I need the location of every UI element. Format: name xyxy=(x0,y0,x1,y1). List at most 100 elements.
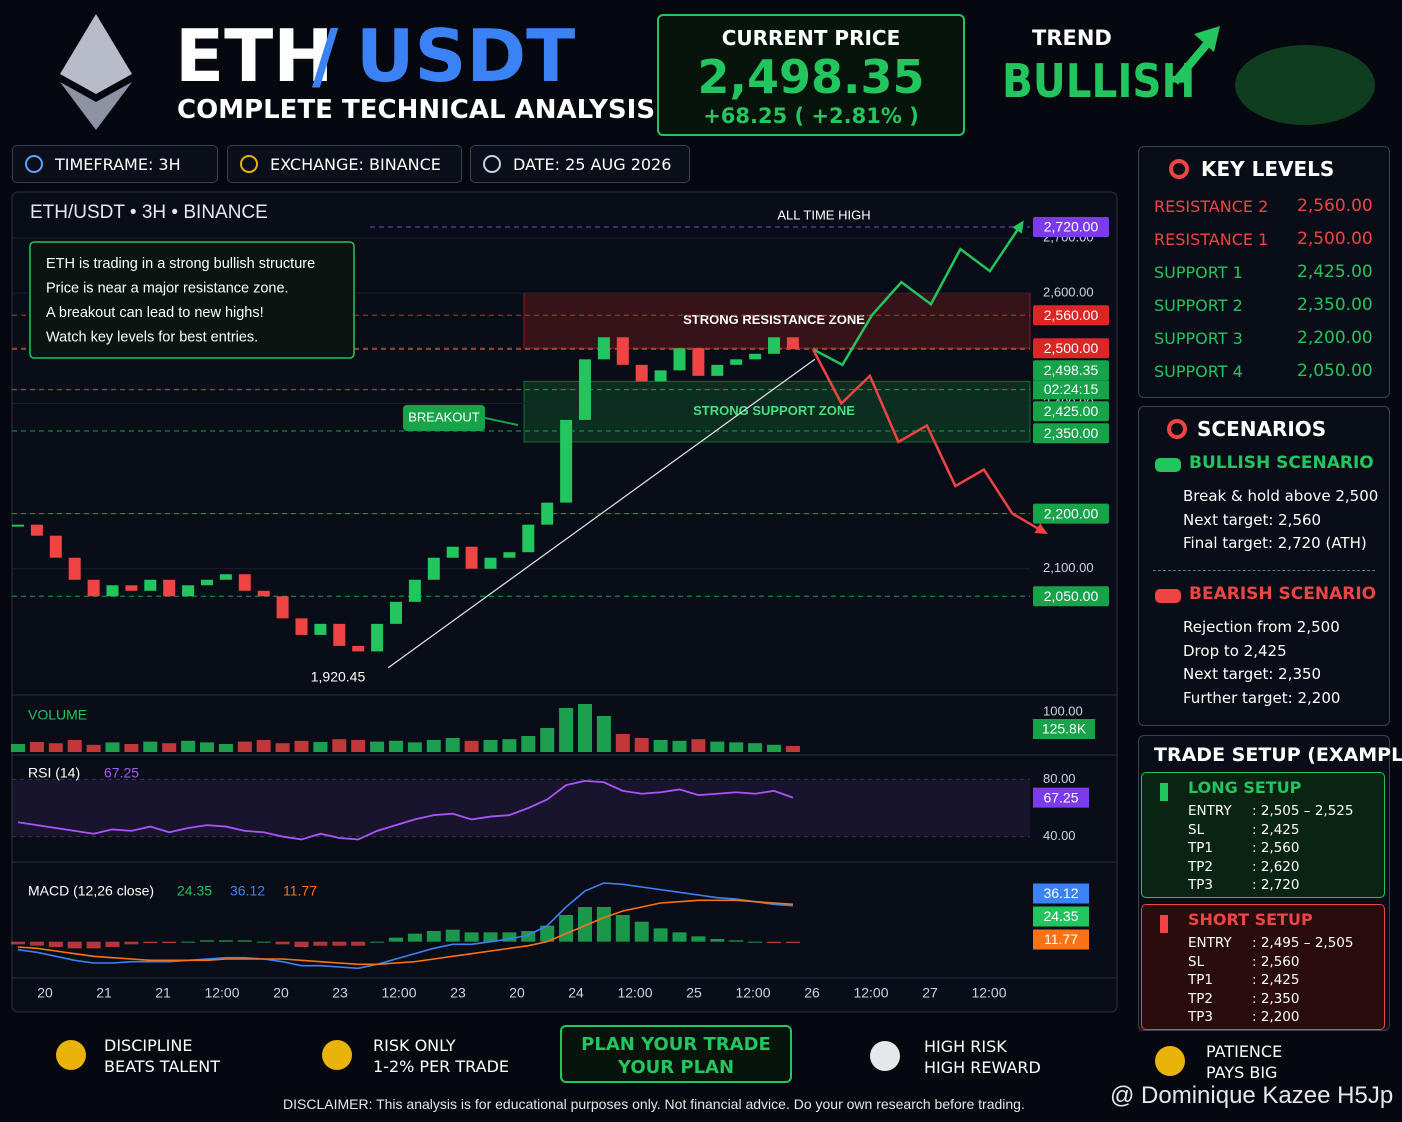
volume-bar xyxy=(521,736,536,752)
macd-histogram xyxy=(275,941,290,945)
setup-value: : 2,350 xyxy=(1252,990,1300,1007)
macd-histogram xyxy=(407,933,422,942)
volume-bar xyxy=(237,741,252,752)
setup-key: SL xyxy=(1188,821,1205,838)
macd-histogram xyxy=(596,907,611,942)
x-tick-label: 23 xyxy=(332,985,348,1001)
level-name: RESISTANCE 1 xyxy=(1154,230,1269,249)
macd-histogram xyxy=(426,931,441,942)
trend-arrow xyxy=(1171,35,1216,85)
macd-box-label: 24.35 xyxy=(1043,908,1078,924)
volume-box xyxy=(1033,719,1095,739)
chart-title: ETH/USDT • 3H • BINANCE xyxy=(30,202,268,223)
candle xyxy=(257,590,270,597)
macd-histogram xyxy=(256,941,271,943)
x-tick-label: 12:00 xyxy=(971,985,1006,1001)
macd-legend: 36.12 xyxy=(230,883,265,899)
footer-icon xyxy=(322,1040,352,1070)
title-quote: USDT xyxy=(356,14,576,98)
setup-title: LONG SETUP xyxy=(1188,778,1302,797)
level-label: 2,350.00 xyxy=(1044,425,1099,441)
macd-histogram xyxy=(67,941,82,949)
footer-line: PAYS BIG xyxy=(1206,1063,1278,1082)
rsi-last: 67.25 xyxy=(1043,789,1078,805)
candle xyxy=(125,585,138,591)
volume-bar xyxy=(767,744,781,752)
candle xyxy=(786,337,799,350)
level-value: 2,050.00 xyxy=(1297,361,1373,381)
setup-box: SHORT SETUP ENTRY: 2,495 – 2,505 SL: 2,560… xyxy=(1141,904,1385,1030)
macd-histogram xyxy=(521,931,536,942)
scenario-icon xyxy=(1155,458,1181,472)
level-label: 2,050.00 xyxy=(1044,588,1099,604)
scenario-item: Next target: 2,350 xyxy=(1183,665,1322,683)
panel-title: TRADE SETUP (EXAMPLE) xyxy=(1154,744,1402,766)
macd-histogram xyxy=(578,907,592,942)
volume-bar xyxy=(540,728,555,752)
scenarios-panel: SCENARIOS BULLISH SCENARIO Break & hold ab… xyxy=(1138,406,1390,726)
volume-bar xyxy=(559,708,574,752)
scenario-divider xyxy=(1153,570,1375,571)
x-tick-label: 24 xyxy=(568,985,584,1001)
trade-panel: TRADE SETUP (EXAMPLE) LONG SETUP ENTRY: 2,… xyxy=(1138,735,1402,1031)
breakout-label: BREAKOUT xyxy=(408,409,480,424)
level-label: 2,500.00 xyxy=(1044,340,1099,356)
macd-histogram xyxy=(389,937,403,942)
volume-bar xyxy=(578,704,592,752)
candle xyxy=(49,535,62,558)
volume-bar xyxy=(785,746,800,752)
footer-line: PATIENCE xyxy=(1206,1042,1283,1061)
chip-text: DATE: 25 AUG 2026 xyxy=(513,155,672,174)
footer-line: HIGH REWARD xyxy=(924,1058,1041,1077)
candle xyxy=(12,524,24,527)
candle xyxy=(768,337,780,354)
x-tick-label: 12:00 xyxy=(853,985,888,1001)
volume-bar xyxy=(653,740,668,752)
macd-box-label: 36.12 xyxy=(1043,885,1078,901)
x-tick-label: 27 xyxy=(922,985,938,1001)
setup-value: : 2,505 – 2,525 xyxy=(1252,803,1354,819)
scenario-title: BEARISH SCENARIO xyxy=(1189,584,1377,604)
trend-arrow xyxy=(1194,26,1220,52)
macd-histogram xyxy=(48,941,63,947)
candle xyxy=(371,623,384,652)
macd-histogram xyxy=(143,941,158,943)
setup-arrow-shape xyxy=(1160,915,1168,933)
scenario-title: BULLISH SCENARIO xyxy=(1189,453,1374,473)
candle xyxy=(522,524,535,553)
candle xyxy=(579,359,591,420)
volume-bar xyxy=(729,742,744,752)
y-tick-label: 100.00 xyxy=(1043,703,1083,718)
candle xyxy=(333,623,346,646)
setup-title: SHORT SETUP xyxy=(1188,910,1313,929)
setup-value: : 2,425 xyxy=(1252,821,1300,838)
setup-value: : 2,495 – 2,505 xyxy=(1252,935,1354,951)
rsi-line xyxy=(17,779,794,841)
volume-last: 125.8K xyxy=(1042,721,1087,737)
footer-icon xyxy=(870,1041,900,1071)
setup-key: TP1 xyxy=(1188,840,1213,856)
countdown: 02:24:15 xyxy=(1044,381,1099,397)
volume-bar xyxy=(483,740,498,752)
x-tick-label: 12:00 xyxy=(735,985,770,1001)
macd-box xyxy=(1033,906,1089,927)
x-tick-label: 12:00 xyxy=(381,985,416,1001)
volume-bar xyxy=(672,740,687,752)
volume-bar xyxy=(143,741,158,752)
rsi-band xyxy=(12,779,1030,837)
setup-key: TP2 xyxy=(1188,858,1213,875)
candle xyxy=(408,579,421,602)
level-name: RESISTANCE 2 xyxy=(1154,197,1269,216)
macd-box xyxy=(1033,929,1089,950)
candle xyxy=(484,557,497,569)
candle xyxy=(749,353,762,360)
candle xyxy=(390,601,402,624)
panel-icon xyxy=(1167,419,1187,439)
candle xyxy=(68,557,81,580)
macd-histogram xyxy=(502,932,517,942)
candle xyxy=(635,364,648,382)
x-tick-label: 21 xyxy=(155,985,171,1001)
level-value: 2,425.00 xyxy=(1297,262,1373,282)
volume-bar xyxy=(615,734,630,752)
level-value: 2,350.00 xyxy=(1297,295,1373,315)
